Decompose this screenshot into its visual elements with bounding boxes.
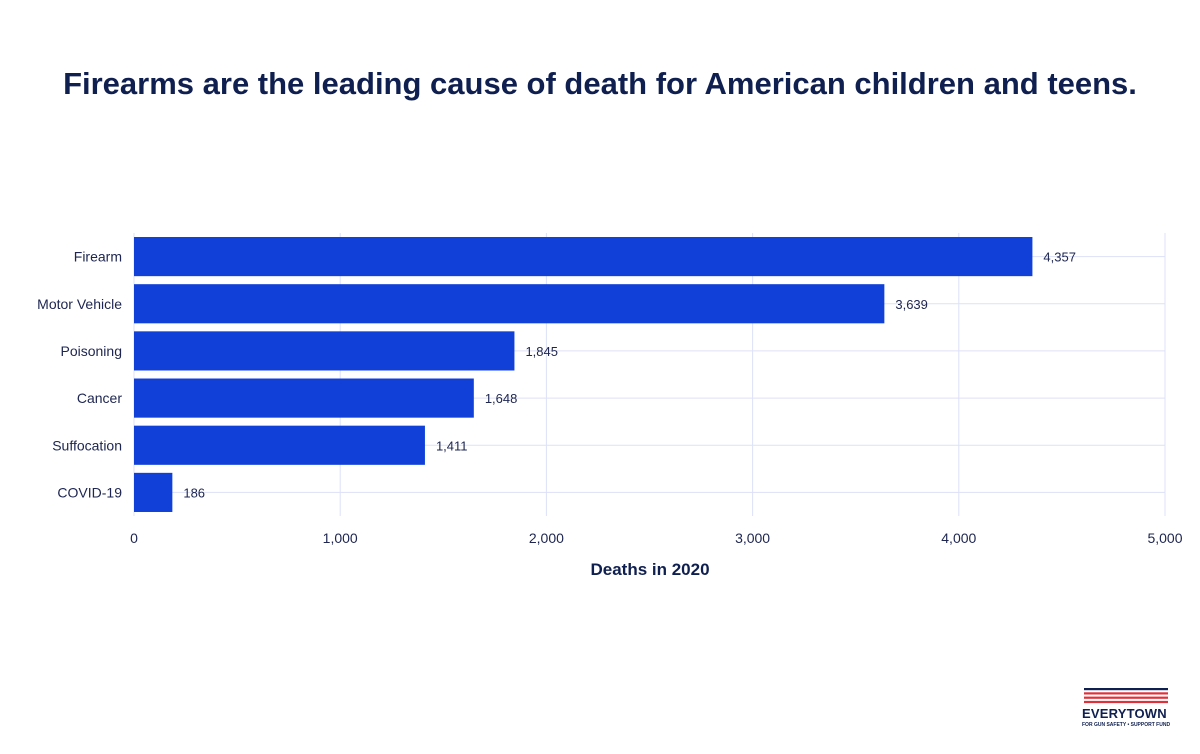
category-labels: Firearm Motor Vehicle Poisoning Cancer Suffo… (37, 249, 122, 501)
bar-firearm (134, 237, 1033, 277)
bars (134, 237, 1033, 512)
bar-covid-19 (134, 472, 173, 512)
bar-suffocation (134, 425, 425, 465)
x-tick-label: 1,000 (323, 530, 358, 546)
x-tick-labels: 0 1,000 2,000 3,000 4,000 5,000 (130, 530, 1183, 546)
x-tick-label: 0 (130, 530, 138, 546)
category-label: Poisoning (61, 343, 123, 359)
bar-cancer (134, 378, 474, 418)
value-label: 1,845 (525, 344, 558, 359)
category-label: Motor Vehicle (37, 296, 122, 312)
everytown-logo: EVERYTOWN FOR GUN SAFETY • SUPPORT FUND (1082, 687, 1170, 733)
category-label: Firearm (74, 249, 122, 265)
x-axis-title: Deaths in 2020 (590, 560, 709, 579)
category-label: Suffocation (52, 437, 122, 453)
value-label: 3,639 (895, 297, 928, 312)
x-tick-label: 3,000 (735, 530, 770, 546)
value-label: 1,411 (436, 438, 468, 453)
x-tick-label: 2,000 (529, 530, 564, 546)
category-label: COVID-19 (57, 484, 122, 500)
value-label: 4,357 (1043, 250, 1076, 265)
x-tick-label: 5,000 (1147, 530, 1182, 546)
bar-poisoning (134, 331, 515, 371)
bar-chart: Firearm Motor Vehicle Poisoning Cancer Suffo… (37, 233, 1183, 579)
value-labels: 4,357 3,639 1,845 1,648 1,411 186 (183, 250, 1076, 501)
logo-tagline: FOR GUN SAFETY • SUPPORT FUND (1082, 722, 1171, 728)
value-label: 186 (183, 485, 205, 500)
x-tick-label: 4,000 (941, 530, 976, 546)
logo-name: EVERYTOWN (1082, 706, 1167, 721)
bar-motor-vehicle (134, 284, 885, 324)
category-label: Cancer (77, 390, 122, 406)
value-label: 1,648 (485, 391, 518, 406)
logo-stripes-icon (1084, 688, 1168, 704)
chart-title: Firearms are the leading cause of death … (63, 66, 1137, 101)
